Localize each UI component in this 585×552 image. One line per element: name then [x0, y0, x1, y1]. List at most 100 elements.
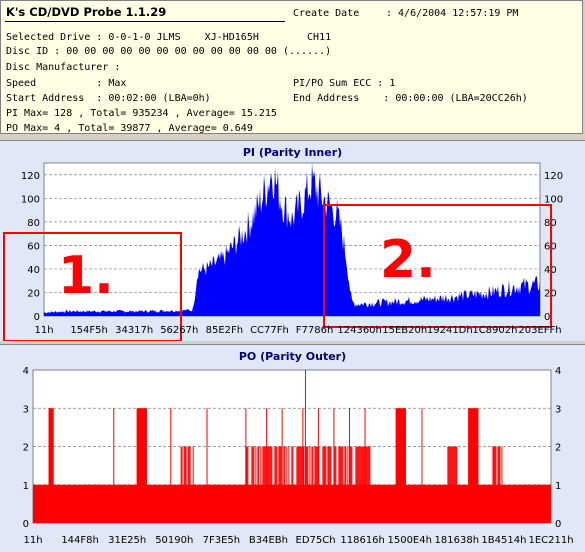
- po-level-2-bar: [355, 446, 357, 523]
- po-level-2-bar: [292, 446, 294, 523]
- po-level-2-bar: [358, 446, 360, 523]
- po-level-2-bar: [181, 446, 183, 523]
- disc-id-line: Disc ID : 00 00 00 00 00 00 00 00 00 00 …: [6, 46, 332, 57]
- po-ytick-right: 1: [555, 481, 561, 492]
- po-level-2-bar: [339, 446, 341, 523]
- po-level-2-bar: [291, 446, 293, 523]
- po-chart-panel: PO (Parity Outer) 0 0 1 1 2 2 3 3 4 4 11h 144F8h 31E…: [0, 344, 585, 552]
- po-level-2-bar: [345, 446, 347, 523]
- pi-stats-line: PI Max= 128 , Total= 935234 , Average= 1…: [6, 108, 277, 119]
- pi-xtick-label: 56267h: [160, 325, 198, 336]
- po-level-2-bar: [268, 446, 270, 523]
- po-level-3-spike: [421, 408, 423, 523]
- po-level-2-bar: [189, 446, 191, 523]
- po-xtick-label: 7F3E5h: [203, 535, 241, 546]
- po-level-2-bar: [284, 446, 286, 523]
- po-xtick-label: 181638h: [435, 535, 480, 546]
- po-xtick-label: 11h: [23, 535, 42, 546]
- po-level-3-spike: [348, 408, 350, 523]
- po-level-2-bar: [260, 446, 262, 523]
- po-xtick-label: 50190h: [155, 535, 193, 546]
- pi-ytick-left: 120: [21, 171, 40, 182]
- disc-manufacturer-line: Disc Manufacturer :: [6, 62, 121, 73]
- po-level-3-spike: [206, 408, 208, 523]
- speed-line: Speed : Max: [6, 78, 127, 89]
- po-chart: 0 0 1 1 2 2 3 3 4 4 11h 144F8h 31E25h 50190h 7F3E5h B34…: [23, 366, 574, 546]
- po-level-2-bar: [306, 446, 308, 523]
- po-level-2-bar: [363, 446, 365, 523]
- po-level-2-bar: [276, 446, 278, 523]
- po-level-2-bar: [341, 446, 343, 523]
- po-level-2-bar: [323, 446, 325, 523]
- po-level-2-bar: [301, 446, 303, 523]
- title-divider: [5, 21, 285, 22]
- po-level-2-bar: [283, 446, 285, 523]
- po-level-2-bar: [298, 446, 300, 523]
- po-level-3-spike: [266, 408, 268, 523]
- po-level-2-bar: [316, 446, 318, 523]
- po-level-2-bar: [492, 446, 494, 523]
- po-ytick-right: 3: [555, 404, 561, 415]
- pi-po-sum-ecc-line: PI/PO Sum ECC : 1: [293, 78, 396, 89]
- po-level-2-bar: [453, 446, 455, 523]
- po-level-2-bar: [447, 446, 449, 523]
- po-level-2-bar: [501, 446, 503, 523]
- po-level-2-bar: [362, 446, 364, 523]
- po-level-2-bar: [325, 446, 327, 523]
- po-level-2-bar: [455, 446, 457, 523]
- app-title: K's CD/DVD Probe 1.1.29: [6, 5, 167, 19]
- po-level-2-bar: [279, 446, 281, 523]
- po-level-2-bar: [183, 446, 185, 523]
- pi-xtick-label: 203EFFh: [518, 325, 561, 336]
- po-level-2-bar: [451, 446, 453, 523]
- po-ytick-right: 2: [555, 443, 561, 454]
- po-level-2-bar: [192, 446, 194, 523]
- po-xtick-label: B34EBh: [249, 535, 288, 546]
- po-level-2-bar: [493, 446, 495, 523]
- pi-series-area: [44, 163, 540, 316]
- pi-xtick-label: F7786h: [296, 325, 334, 336]
- po-level-2-bar: [356, 446, 358, 523]
- po-level-2-bar: [311, 446, 313, 523]
- po-level-2-bar: [265, 446, 267, 523]
- po-level-2-bar: [330, 446, 332, 523]
- po-level-2-bar: [340, 446, 342, 523]
- pi-xtick-label: 85E2Fh: [206, 325, 244, 336]
- po-level-2-bar: [271, 446, 273, 523]
- po-level-2-bar: [185, 446, 187, 523]
- po-ytick-left: 2: [23, 443, 29, 454]
- po-level-3-spike: [364, 408, 366, 523]
- annotation-box-2: [323, 204, 552, 328]
- po-level-3-spike: [281, 408, 283, 523]
- po-level-2-bar: [498, 446, 500, 523]
- po-level-2-bar: [366, 446, 368, 523]
- disc-info-panel: K's CD/DVD Probe 1.1.29 Create Date : 4/…: [0, 0, 583, 134]
- po-level-2-bar: [449, 446, 451, 523]
- pi-ytick-left: 100: [21, 194, 40, 205]
- po-level-2-bar: [312, 446, 314, 523]
- po-xtick-label: 1B4514h: [481, 535, 526, 546]
- pi-xtick-label: 15EB20h: [382, 325, 427, 336]
- po-level-2-bar: [448, 446, 450, 523]
- po-level-2-bar: [275, 446, 277, 523]
- po-level-2-bar: [297, 446, 299, 523]
- po-level-2-bar: [456, 446, 458, 523]
- po-level-2-bar: [288, 446, 290, 523]
- po-level-2-bar: [184, 446, 186, 523]
- po-level-2-bar: [278, 446, 280, 523]
- annotation-box-1: [3, 232, 182, 341]
- po-level-2-bar: [497, 446, 499, 523]
- po-level-2-bar: [357, 446, 359, 523]
- po-level-2-bar: [180, 446, 182, 523]
- po-level-2-bar: [296, 446, 298, 523]
- pi-xtick-label: 124360h: [337, 325, 382, 336]
- pi-xtick-label: 154F5h: [70, 325, 108, 336]
- po-level-3-bar: [395, 408, 406, 523]
- po-level-2-bar: [359, 446, 361, 523]
- po-level-2-bar: [499, 446, 501, 523]
- po-level-2-bar: [307, 446, 309, 523]
- pi-xtick-label: 1C8902h: [472, 325, 517, 336]
- po-ytick-right: 0: [555, 519, 561, 530]
- po-xtick-label: 144F8h: [61, 535, 99, 546]
- po-level-2-bar: [342, 446, 344, 523]
